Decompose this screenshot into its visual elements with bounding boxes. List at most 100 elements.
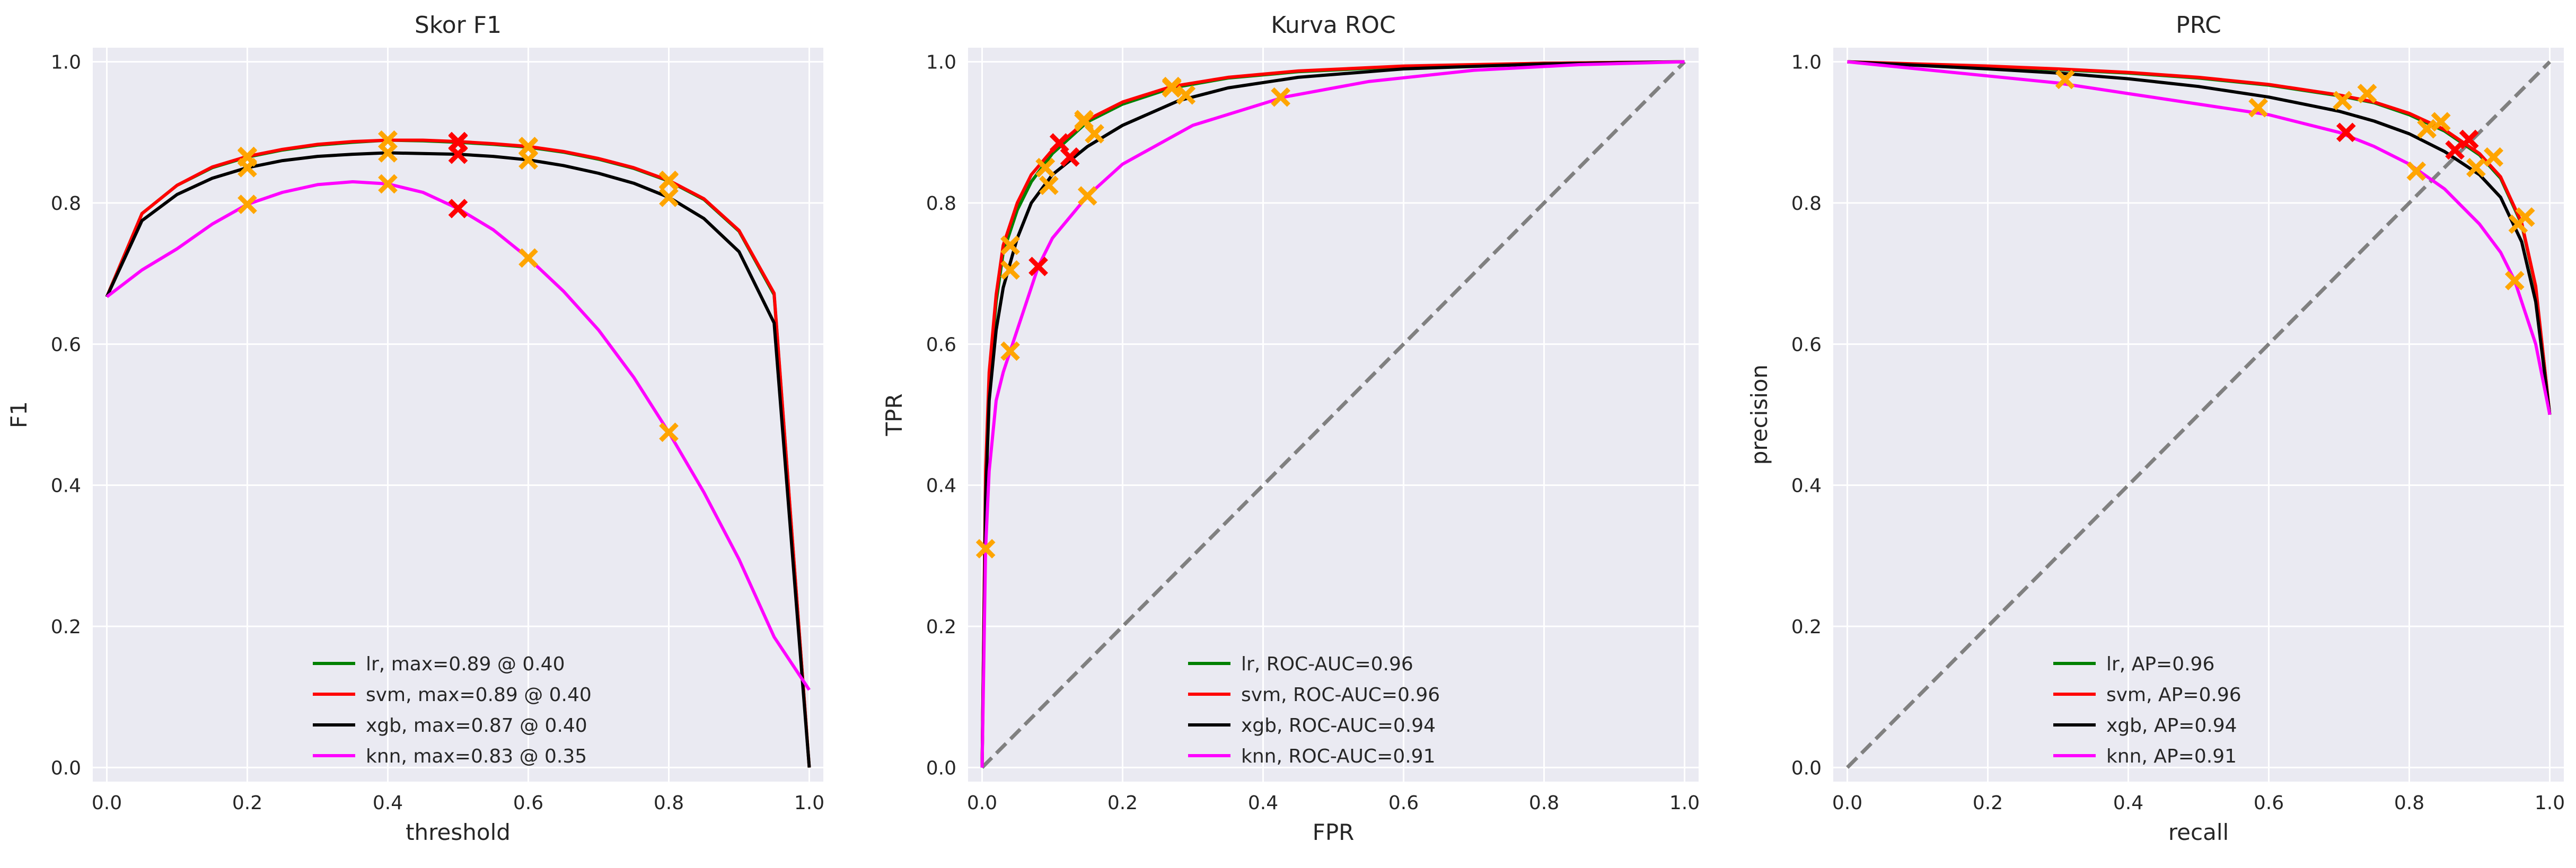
x-axis-label: threshold [406,819,511,845]
series-line-svm [980,60,1685,768]
threshold-marker [378,174,398,194]
chart-title: Skor F1 [415,12,502,39]
x-tick-label: 0.4 [373,792,403,814]
x-tick-label: 1.0 [1669,792,1700,814]
legend-label: knn, ROC-AUC=0.91 [1241,746,1436,767]
y-tick-label: 0.2 [1791,616,1822,638]
x-tick-label: 1.0 [794,792,824,814]
legend-label: lr, max=0.89 @ 0.40 [366,653,565,675]
legend: lr, ROC-AUC=0.96 svm, ROC-AUC=0.96 xgb, RO… [1188,653,1440,767]
marker-stroke [448,144,468,164]
legend-label: lr, AP=0.96 [2106,653,2214,675]
marker-stroke [659,187,679,207]
threshold-marker [518,150,538,170]
chart-panel-2: 0.0 0.2 0.4 0.6 0.8 1.0 0.0 0.2 0.4 0.6 0.8 1.0 Kurv… [881,12,1700,845]
default-threshold-marker [1028,256,1048,277]
y-tick-label: 0.8 [1791,193,1822,215]
y-tick-label: 0.4 [926,475,956,497]
y-tick-label: 0.4 [51,475,81,497]
marker-stroke [378,174,398,194]
y-axis-label: TPR [881,393,907,436]
y-axis-label: F1 [6,401,32,428]
threshold-marker [1085,124,1104,144]
marker-stroke [1000,341,1020,361]
marker-stroke [518,137,538,156]
marker-stroke [2508,214,2528,234]
marker-stroke [1176,85,1196,105]
threshold-marker [518,248,538,268]
marker-stroke [2333,91,2352,111]
marker-stroke [1028,256,1048,277]
threshold-marker [2466,158,2486,178]
x-tick-label: 0.4 [1248,792,1278,814]
threshold-marker [518,137,538,156]
marker-stroke [2417,119,2437,139]
legend-label: svm, ROC-AUC=0.96 [1241,684,1440,706]
marker-stroke [2504,271,2525,290]
legend: lr, AP=0.96 svm, AP=0.96 xgb, AP=0.94 knn, … [2053,653,2241,767]
default-threshold-marker [2459,129,2479,149]
marker-stroke [1000,260,1020,280]
default-threshold-marker [448,131,468,152]
marker-stroke [378,143,398,163]
marker-stroke [378,130,398,150]
y-tick-label: 0.8 [51,193,81,215]
x-tick-label: 0.2 [232,792,262,814]
default-threshold-marker [1060,147,1080,167]
y-tick-label: 1.0 [51,52,81,74]
marker-stroke [1039,175,1059,196]
y-tick-label: 0.0 [1791,757,1822,779]
threshold-marker [1074,110,1094,130]
x-tick-label: 0.6 [513,792,543,814]
x-tick-label: 0.4 [2113,792,2143,814]
marker-stroke [2336,122,2356,143]
series-line-xgb [980,60,1685,768]
marker-stroke [2357,84,2377,103]
x-tick-label: 0.0 [92,792,122,814]
y-tick-label: 0.2 [926,616,956,638]
x-axis-label: recall [2168,819,2229,845]
threshold-marker [975,539,996,559]
x-tick-label: 0.6 [2254,792,2284,814]
marker-stroke [448,199,468,218]
threshold-marker [1035,158,1056,178]
threshold-marker [2357,84,2377,103]
x-tick-label: 0.8 [654,792,684,814]
y-tick-label: 0.4 [1791,475,1822,497]
threshold-marker [1000,260,1020,280]
diagonal-reference-line [981,60,1686,769]
series-line-knn [1847,60,2552,415]
chart-title: Kurva ROC [1271,12,1396,39]
x-tick-label: 0.2 [1973,792,2003,814]
legend-label: svm, AP=0.96 [2106,684,2241,706]
x-tick-label: 0.0 [1832,792,1862,814]
series-line-knn [980,60,1685,768]
threshold-marker [659,422,679,442]
threshold-marker [378,130,398,150]
marker-stroke [1271,87,1290,107]
chart-title: PRC [2176,12,2221,39]
x-tick-label: 0.2 [1107,792,1138,814]
marker-stroke [238,158,257,178]
default-threshold-marker [448,144,468,164]
chart-panel-1: 0.0 0.2 0.4 0.6 0.8 1.0 0.0 0.2 0.4 0.6 0.8 1.0 Skor… [6,12,824,845]
marker-stroke [1035,158,1056,178]
marker-stroke [2055,69,2075,90]
y-tick-label: 0.6 [51,334,81,356]
threshold-marker [1162,76,1182,96]
threshold-marker [378,143,398,163]
series-line-svm [1847,60,2552,415]
x-tick-label: 0.8 [1529,792,1559,814]
threshold-marker [2055,69,2075,90]
legend-label: knn, AP=0.91 [2106,746,2237,767]
legend-label: xgb, max=0.87 @ 0.40 [366,715,587,737]
y-tick-label: 1.0 [1791,52,1822,74]
marker-stroke [659,171,679,190]
marker-stroke [659,422,679,442]
y-tick-label: 0.2 [51,616,81,638]
threshold-marker [1000,235,1020,255]
threshold-marker [238,158,257,178]
threshold-marker [2484,147,2503,167]
y-tick-label: 0.0 [926,757,956,779]
